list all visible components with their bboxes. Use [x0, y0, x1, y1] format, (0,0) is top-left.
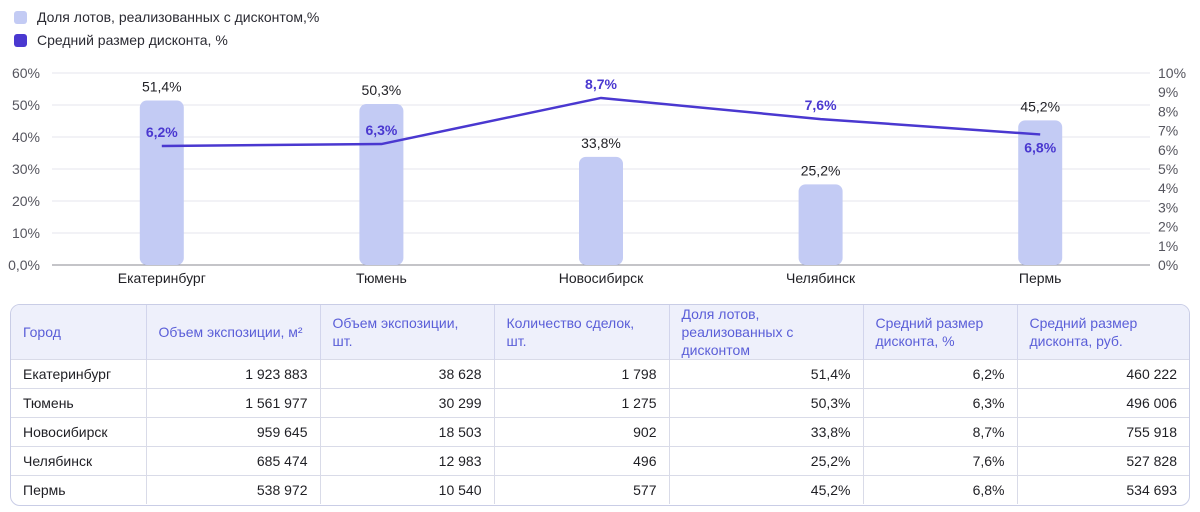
x-tick-label: Тюмень: [356, 270, 407, 286]
header-city: Город: [11, 305, 147, 360]
line-value-label: 8,7%: [585, 76, 617, 92]
y-right-tick-label: 0%: [1158, 257, 1178, 273]
bar: [579, 156, 623, 265]
line-value-label: 7,6%: [805, 97, 837, 113]
table-cell: 8,7%: [863, 417, 1018, 447]
y-right-tick-label: 10%: [1158, 65, 1186, 81]
table-cell: 496: [494, 446, 670, 476]
y-left-tick-label: 60%: [12, 65, 40, 81]
header-discount-rub: Средний размер дисконта, руб.: [1029, 315, 1138, 349]
combo-chart: 0,0% 10% 20% 30% 40% 50% 60% 0% 1% 2% 3% 4% 5% 6% 7% 8%…: [8, 65, 1186, 286]
bar-value-label: 33,8%: [581, 135, 621, 151]
y-left-tick-label: 20%: [12, 193, 40, 209]
line-value-label: 6,8%: [1024, 139, 1056, 155]
data-table: Город Объем экспозиции, м² Объем экспози…: [10, 304, 1190, 506]
x-tick-label: Пермь: [1019, 270, 1062, 286]
table-cell-city: Челябинск: [11, 446, 147, 476]
table-row: Пермь 538 972 10 540 577 45,2% 6,8% 534 693: [11, 475, 1189, 504]
line-value-label: 6,2%: [146, 124, 178, 140]
table-row: Екатеринбург 1 923 883 38 628 1 798 51,4% 6,2…: [11, 359, 1189, 389]
bar-value-label: 50,3%: [362, 82, 402, 98]
table-cell: 30 299: [320, 388, 495, 418]
y-right-tick-label: 2%: [1158, 219, 1178, 235]
y-left-tick-label: 10%: [12, 225, 40, 241]
bar-value-label: 45,2%: [1020, 98, 1060, 114]
table-cell: 1 561 977: [146, 388, 321, 418]
y-right-tick-label: 5%: [1158, 161, 1178, 177]
table-cell-city: Пермь: [11, 475, 147, 504]
bar: [139, 100, 184, 266]
header-area: Объем экспозиции, м²: [146, 305, 321, 360]
discount-line: [161, 96, 1041, 148]
x-tick-label: Новосибирск: [559, 270, 644, 286]
x-tick-label: Челябинск: [786, 270, 856, 286]
table-cell: 959 645: [146, 417, 321, 447]
table-cell: 460 222: [1017, 359, 1189, 389]
table-cell: 6,2%: [863, 359, 1018, 389]
legend-item-share: Доля лотов, реализованных с дисконтом,%: [14, 9, 319, 25]
table-cell-city: Екатеринбург: [11, 359, 147, 389]
legend-item-discount: Средний размер дисконта, %: [14, 32, 228, 48]
bar-value-label: 25,2%: [801, 162, 841, 178]
y-right-tick-label: 9%: [1158, 84, 1178, 100]
y-right-tick-label: 8%: [1158, 103, 1178, 119]
table-cell: 38 628: [320, 359, 495, 389]
table-cell: 33,8%: [669, 417, 864, 447]
legend-swatch-bar: [14, 10, 27, 24]
y-right-tick-label: 1%: [1158, 238, 1178, 254]
y-left-tick-label: 50%: [12, 97, 40, 113]
header-deals: Количество сделок, шт.: [494, 305, 670, 360]
table-row: Челябинск 685 474 12 983 496 25,2% 7,6% 527 82…: [11, 446, 1189, 476]
table-cell: 534 693: [1017, 475, 1189, 504]
table-cell: 496 006: [1017, 388, 1189, 418]
table-cell: 25,2%: [669, 446, 864, 476]
table-cell: 7,6%: [863, 446, 1018, 476]
header-share: Доля лотов, реализованных с дисконтом: [669, 305, 864, 360]
table-cell: 6,8%: [863, 475, 1018, 504]
x-tick-label: Екатеринбург: [118, 270, 206, 286]
table-cell-city: Новосибирск: [11, 417, 147, 447]
table-cell: 6,3%: [863, 388, 1018, 418]
table-cell: 1 275: [494, 388, 670, 418]
table-cell: 755 918: [1017, 417, 1189, 447]
table-cell: 527 828: [1017, 446, 1189, 476]
header-count: Объем экспозиции, шт.: [320, 305, 495, 360]
table-row: Тюмень 1 561 977 30 299 1 275 50,3% 6,3% 496 0…: [11, 388, 1189, 418]
y-right-tick-label: 4%: [1158, 180, 1178, 196]
header-discount-pct: Средний размер дисконта, %: [863, 305, 1018, 360]
y-right-tick-label: 3%: [1158, 199, 1178, 215]
y-right-tick-label: 7%: [1158, 123, 1178, 139]
table-cell-city: Тюмень: [11, 388, 147, 418]
table-cell: 10 540: [320, 475, 495, 504]
table-cell: 577: [494, 475, 670, 504]
table-cell: 45,2%: [669, 475, 864, 504]
table-cell: 18 503: [320, 417, 495, 447]
bar: [1018, 120, 1063, 265]
table-cell: 12 983: [320, 446, 495, 476]
line-value-label: 6,3%: [365, 122, 397, 138]
table-cell: 538 972: [146, 475, 321, 504]
y-right-tick-label: 6%: [1158, 142, 1178, 158]
table-cell: 50,3%: [669, 388, 864, 418]
table-cell: 1 798: [494, 359, 670, 389]
table-row: Новосибирск 959 645 18 503 902 33,8% 8,7% 755 …: [11, 417, 1189, 447]
legend-swatch-line: [14, 33, 27, 47]
y-left-tick-label: 0,0%: [8, 257, 40, 273]
legend-label-discount: Средний размер дисконта, %: [37, 32, 228, 48]
table-header-row: Город Объем экспозиции, м² Объем экспози…: [11, 305, 1189, 360]
table-cell: 51,4%: [669, 359, 864, 389]
bar-value-label: 51,4%: [142, 79, 182, 95]
y-left-tick-label: 40%: [12, 129, 40, 145]
table-cell: 1 923 883: [146, 359, 321, 389]
y-left-tick-label: 30%: [12, 161, 40, 177]
legend-label-share: Доля лотов, реализованных с дисконтом,%: [37, 9, 320, 25]
table-cell: 902: [494, 417, 670, 447]
bar: [798, 184, 843, 265]
table-cell: 685 474: [146, 446, 321, 476]
